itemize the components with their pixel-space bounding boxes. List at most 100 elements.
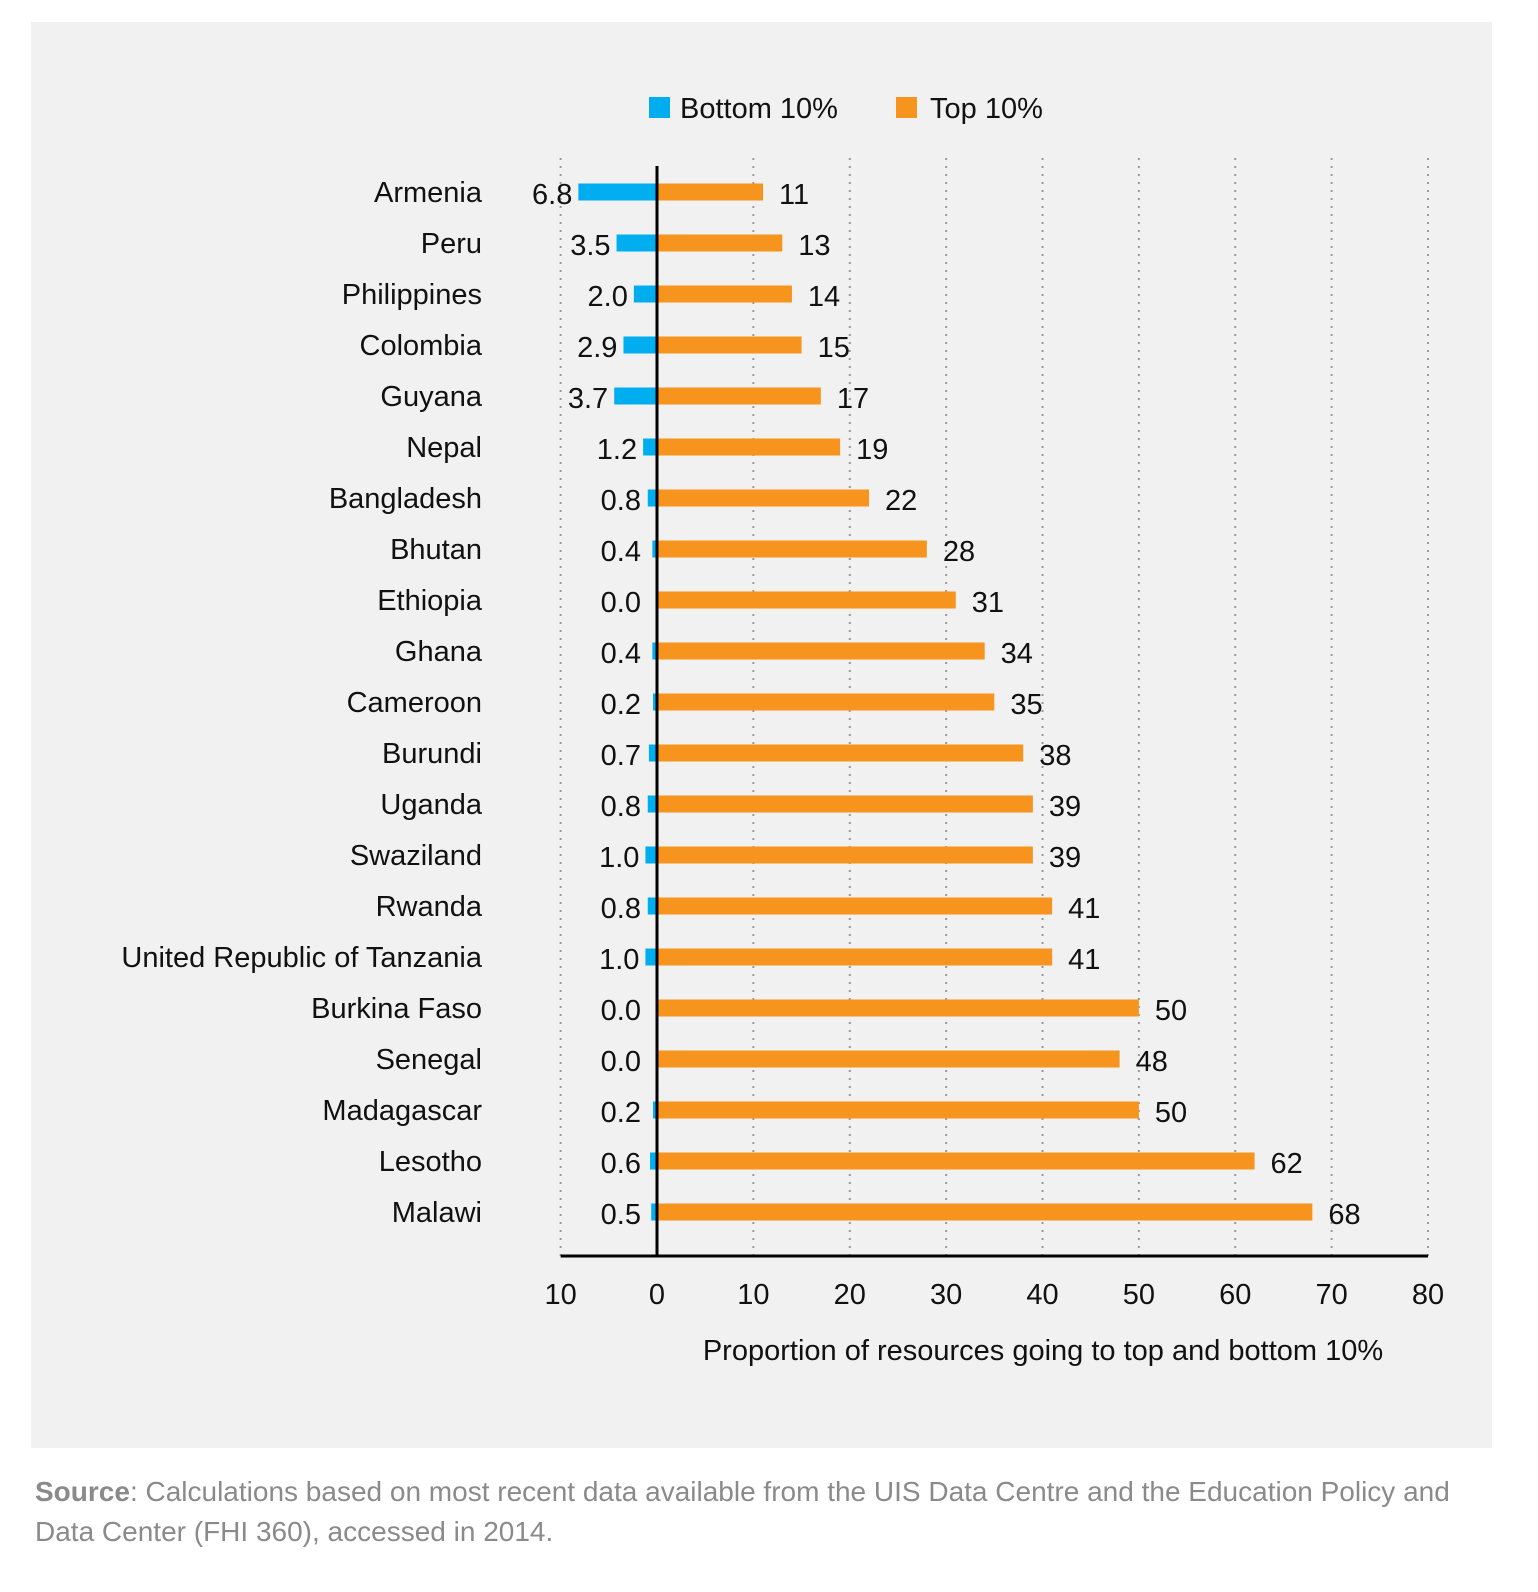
category-label: Peru: [421, 228, 482, 260]
bar-bottom-10: [633, 285, 657, 303]
data-label-bottom: 0.8: [601, 485, 641, 517]
legend-label-bottom: Bottom 10%: [680, 93, 838, 125]
category-label: Philippines: [342, 279, 482, 311]
data-label-top: 38: [1039, 740, 1071, 772]
bar-top-10: [657, 693, 995, 711]
data-label-top: 35: [1010, 689, 1042, 721]
bar-bottom-10: [645, 948, 657, 966]
category-label: Cameroon: [347, 687, 482, 719]
x-tick-label: 10: [544, 1279, 576, 1311]
data-label-top: 34: [1001, 638, 1033, 670]
category-label: Ghana: [395, 636, 483, 668]
data-label-top: 13: [798, 230, 830, 262]
data-label-bottom: 0.2: [601, 1097, 641, 1129]
category-label: Bhutan: [390, 534, 482, 566]
bar-top-10: [657, 1050, 1120, 1068]
category-label: Malawi: [392, 1197, 482, 1229]
data-label-top: 17: [837, 383, 869, 415]
bar-top-10: [657, 438, 841, 456]
data-label-bottom: 1.2: [597, 434, 637, 466]
bar-bottom-10: [647, 795, 657, 813]
bar-top-10: [657, 336, 802, 354]
bar-top-10: [657, 183, 764, 201]
data-label-bottom: 0.8: [601, 791, 641, 823]
bar-bottom-10: [651, 1203, 657, 1221]
data-label-top: 31: [972, 587, 1004, 619]
category-label: Burundi: [382, 738, 482, 770]
bar-top-10: [657, 948, 1053, 966]
bar-top-10: [657, 1203, 1313, 1221]
bar-top-10: [657, 285, 792, 303]
data-label-top: 22: [885, 485, 917, 517]
bar-bottom-10: [653, 693, 657, 711]
data-label-bottom: 0.4: [601, 638, 641, 670]
x-tick-label: 30: [930, 1279, 962, 1311]
bar-top-10: [657, 540, 927, 558]
legend-swatch-bottom: [649, 97, 670, 118]
bar-top-10: [657, 234, 783, 252]
x-tick-label: 10: [737, 1279, 769, 1311]
bar-top-10: [657, 999, 1139, 1017]
x-tick-label: 20: [834, 1279, 866, 1311]
bar-bottom-10: [643, 438, 657, 456]
bar-bottom-10: [650, 1152, 657, 1170]
data-label-top: 15: [818, 332, 850, 364]
category-label: Rwanda: [376, 891, 483, 923]
data-label-bottom: 1.0: [599, 944, 639, 976]
bar-chart: Bottom 10% Top 10% Armenia 6.8 11 Peru 3.5 13 Ph…: [121, 93, 1444, 1367]
category-label: United Republic of Tanzania: [121, 942, 482, 974]
data-label-top: 50: [1155, 1097, 1187, 1129]
category-label: Uganda: [380, 789, 482, 821]
data-label-bottom: 0.0: [601, 995, 641, 1027]
data-label-bottom: 1.0: [599, 842, 639, 874]
legend-swatch-top: [896, 97, 917, 118]
data-label-top: 14: [808, 281, 840, 313]
bar-bottom-10: [647, 897, 657, 915]
bar-top-10: [657, 897, 1053, 915]
data-label-bottom: 3.5: [570, 230, 610, 262]
category-label: Swaziland: [350, 840, 482, 872]
x-tick-label: 0: [649, 1279, 665, 1311]
bar-top-10: [657, 387, 821, 405]
data-label-top: 48: [1136, 1046, 1168, 1078]
bar-bottom-10: [578, 183, 657, 201]
category-label: Bangladesh: [329, 483, 482, 515]
bar-top-10: [657, 1152, 1255, 1170]
data-label-bottom: 0.4: [601, 536, 641, 568]
source-label: Source: [35, 1476, 130, 1507]
bar-top-10: [657, 795, 1033, 813]
data-label-bottom: 0.7: [601, 740, 641, 772]
category-label: Guyana: [380, 381, 482, 413]
category-label: Colombia: [360, 330, 483, 362]
data-label-bottom: 0.0: [601, 587, 641, 619]
bar-top-10: [657, 1101, 1139, 1119]
data-label-bottom: 0.6: [601, 1148, 641, 1180]
bar-bottom-10: [652, 642, 657, 660]
data-label-top: 68: [1328, 1199, 1360, 1231]
legend-label-top: Top 10%: [930, 93, 1043, 125]
data-label-bottom: 2.0: [588, 281, 628, 313]
data-label-bottom: 3.7: [568, 383, 608, 415]
data-label-top: 39: [1049, 791, 1081, 823]
bar-top-10: [657, 591, 956, 609]
data-label-bottom: 0.5: [601, 1199, 641, 1231]
data-label-top: 19: [856, 434, 888, 466]
data-label-top: 62: [1271, 1148, 1303, 1180]
category-label: Madagascar: [322, 1095, 482, 1127]
bar-bottom-10: [645, 846, 657, 864]
data-label-top: 41: [1068, 944, 1100, 976]
bar-top-10: [657, 744, 1024, 762]
bar-bottom-10: [653, 1101, 657, 1119]
category-label: Ethiopia: [377, 585, 483, 617]
bar-bottom-10: [616, 234, 657, 252]
data-label-bottom: 0.0: [601, 1046, 641, 1078]
data-label-bottom: 6.8: [532, 179, 572, 211]
category-label: Armenia: [374, 177, 483, 209]
data-label-bottom: 2.9: [577, 332, 617, 364]
bar-top-10: [657, 642, 985, 660]
x-axis-title: Proportion of resources going to top and…: [703, 1335, 1383, 1367]
data-label-top: 50: [1155, 995, 1187, 1027]
bar-top-10: [657, 846, 1033, 864]
category-label: Lesotho: [379, 1146, 482, 1178]
bar-bottom-10: [614, 387, 657, 405]
